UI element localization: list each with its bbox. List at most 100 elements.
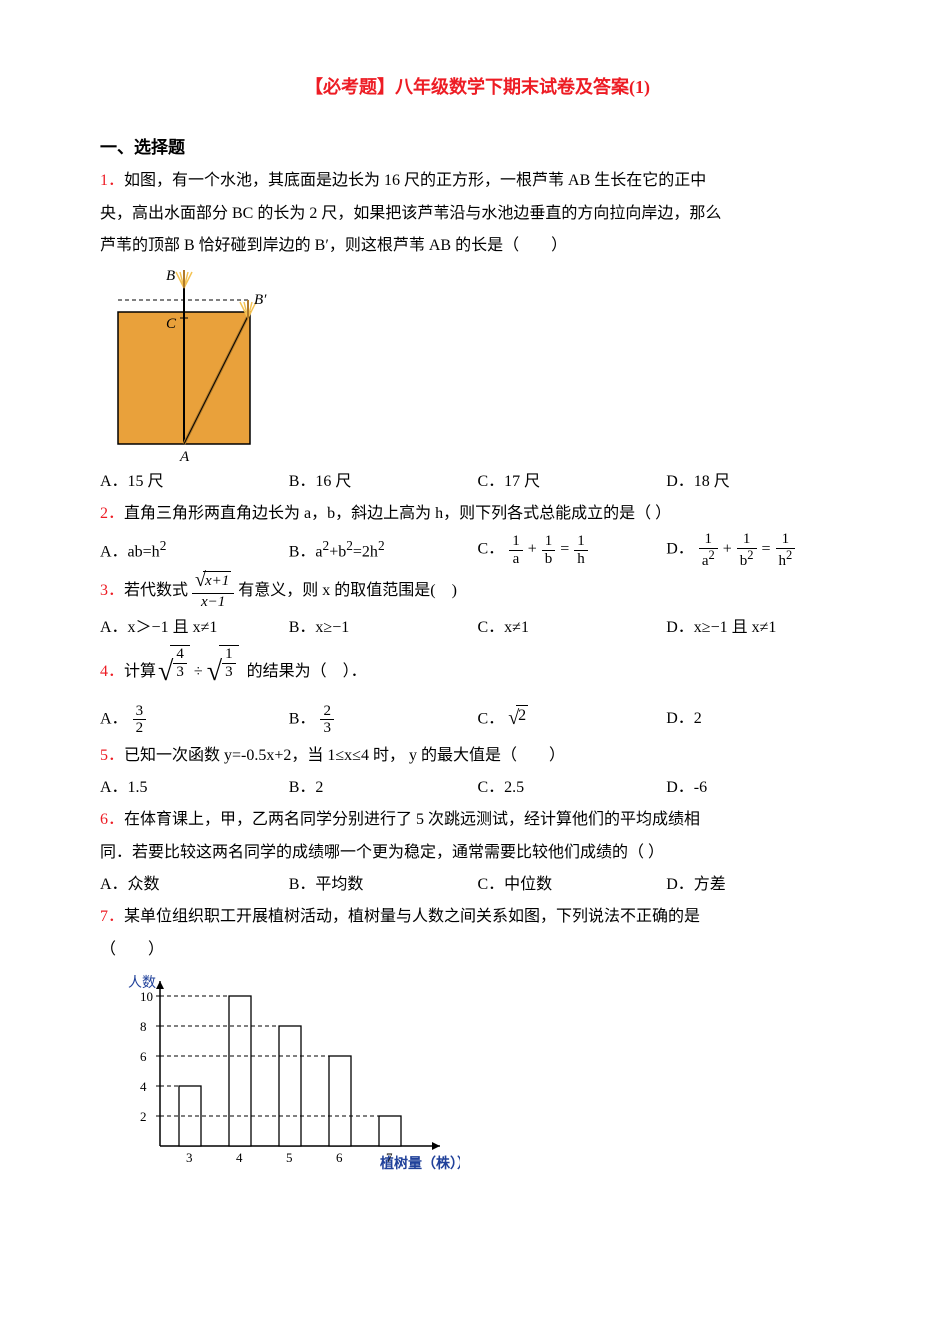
sup2b: 2 bbox=[346, 538, 353, 553]
q2-optA-sup: 2 bbox=[160, 538, 167, 553]
svg-text:4: 4 bbox=[236, 1150, 243, 1165]
sqrt-13: √13 bbox=[207, 645, 239, 698]
q6-options: A．众数 B．平均数 C．中位数 D．方差 bbox=[100, 870, 855, 900]
q1-line3: 芦苇的顶部 B 恰好碰到岸边的 B′，则这根芦苇 AB 的长是（ ） bbox=[100, 231, 855, 261]
q4-optB: B． 23 bbox=[289, 703, 478, 737]
q5-options: A．1.5 B．2 C．2.5 D．-6 bbox=[100, 773, 855, 803]
q7-line1: 7．某单位组织职工开展植树活动，植树量与人数之间关系如图，下列说法不正确的是 bbox=[100, 902, 855, 932]
q2-options: A．ab=h2 B．a2+b2=2h2 C． 1a + 1b = 1h D． 1… bbox=[100, 531, 855, 569]
sqrt-43: √43 bbox=[158, 645, 190, 698]
svg-text:10: 10 bbox=[140, 989, 153, 1004]
sup2c: 2 bbox=[378, 538, 385, 553]
q1-optB: B．16 尺 bbox=[289, 467, 478, 497]
q2-optB-p1: B．a bbox=[289, 543, 323, 560]
frac-1a2: 1a2 bbox=[699, 531, 718, 569]
exam-page: 【必考题】八年级数学下期末试卷及答案(1) 一、选择题 1．如图，有一个水池，其… bbox=[0, 0, 945, 1225]
q4-optD: D．2 bbox=[666, 704, 855, 734]
page-title: 【必考题】八年级数学下期末试卷及答案(1) bbox=[100, 70, 855, 104]
svg-text:C: C bbox=[166, 316, 177, 332]
svg-text:3: 3 bbox=[186, 1150, 193, 1165]
q5-number: 5． bbox=[100, 747, 124, 764]
q7-line2: （ ） bbox=[100, 935, 855, 965]
frac-1a: 1a bbox=[509, 533, 523, 567]
q1-figure: B B′ C A bbox=[100, 268, 855, 463]
q2-optA: A．ab=h2 bbox=[100, 533, 289, 568]
q3-text-post: 有意义，则 x 的取值范围是( ) bbox=[238, 576, 457, 606]
q2-optB: B．a2+b2=2h2 bbox=[289, 533, 478, 568]
q4-div: ÷ bbox=[194, 657, 203, 687]
section-header: 一、选择题 bbox=[100, 132, 855, 164]
eq1: = bbox=[560, 541, 569, 558]
q4-text-pre: 计算 bbox=[124, 657, 156, 687]
plus1: + bbox=[528, 541, 537, 558]
q2-optA-pre: A．ab=h bbox=[100, 543, 160, 560]
svg-text:2: 2 bbox=[140, 1109, 147, 1124]
svg-text:B′: B′ bbox=[254, 292, 267, 308]
q6-number: 6． bbox=[100, 811, 124, 828]
svg-text:6: 6 bbox=[140, 1049, 147, 1064]
q1-line2: 央，高出水面部分 BC 的长为 2 尺，如果把该芦苇沿与水池边垂直的方向拉向岸边… bbox=[100, 199, 855, 229]
q3-frac: √x+1 x−1 bbox=[192, 571, 234, 611]
q2-optD-pre: D． bbox=[666, 541, 694, 558]
frac-1b: 1b bbox=[542, 533, 556, 567]
q2-optB-p2: +b bbox=[329, 543, 346, 560]
q4-optC: C． √2 bbox=[478, 701, 667, 739]
q1-options: A．15 尺 B．16 尺 C．17 尺 D．18 尺 bbox=[100, 467, 855, 497]
q1-optD: D．18 尺 bbox=[666, 467, 855, 497]
q4-text-post: 的结果为（ ）． bbox=[247, 657, 367, 687]
svg-text:A: A bbox=[179, 449, 190, 463]
q5-line: 5．已知一次函数 y=-0.5x+2，当 1≤x≤4 时， y 的最大值是（ ） bbox=[100, 741, 855, 771]
q6-line2: 同．若要比较这两名同学的成绩哪一个更为稳定，通常需要比较他们成绩的（ ） bbox=[100, 838, 855, 868]
q5-text: 已知一次函数 y=-0.5x+2，当 1≤x≤4 时， y 的最大值是（ ） bbox=[124, 747, 565, 764]
q3-optC: C．x≠1 bbox=[478, 613, 667, 643]
q4-number: 4． bbox=[100, 657, 124, 687]
q4-options: A． 32 B． 23 C． √2 D．2 bbox=[100, 701, 855, 739]
q2-number: 2． bbox=[100, 505, 124, 522]
q1-optA: A．15 尺 bbox=[100, 467, 289, 497]
frac-1h: 1h bbox=[574, 533, 588, 567]
q1-text-a: 如图，有一个水池，其底面是边长为 16 尺的正方形，一根芦苇 AB 生长在它的正… bbox=[124, 172, 706, 189]
q7-number: 7． bbox=[100, 908, 124, 925]
q3-text-pre: 若代数式 bbox=[124, 576, 188, 606]
svg-text:5: 5 bbox=[286, 1150, 293, 1165]
q3-number: 3． bbox=[100, 576, 124, 606]
q2-optD: D． 1a2 + 1b2 = 1h2 bbox=[666, 531, 855, 569]
q2-text: 直角三角形两直角边长为 a，b，斜边上高为 h，则下列各式总能成立的是（ ） bbox=[124, 505, 671, 522]
q2-optC-pre: C． bbox=[478, 541, 505, 558]
frac-1h2: 1h2 bbox=[776, 531, 796, 569]
q2-line: 2．直角三角形两直角边长为 a，b，斜边上高为 h，则下列各式总能成立的是（ ） bbox=[100, 499, 855, 529]
q7-chart: 人数植树量（株））24681034567 bbox=[100, 971, 855, 1181]
eq2: = bbox=[762, 541, 771, 558]
q3-optD: D．x≥−1 且 x≠1 bbox=[666, 613, 855, 643]
q6-optB: B．平均数 bbox=[289, 870, 478, 900]
q4-optA: A． 32 bbox=[100, 703, 289, 737]
q6-optA: A．众数 bbox=[100, 870, 289, 900]
q1-line1: 1．如图，有一个水池，其底面是边长为 16 尺的正方形，一根芦苇 AB 生长在它… bbox=[100, 166, 855, 196]
q6-optD: D．方差 bbox=[666, 870, 855, 900]
q5-optD: D．-6 bbox=[666, 773, 855, 803]
q5-optA: A．1.5 bbox=[100, 773, 289, 803]
q3-options: A．x＞−1 且 x≠1 B．x≥−1 C．x≠1 D．x≥−1 且 x≠1 bbox=[100, 613, 855, 643]
svg-text:6: 6 bbox=[336, 1150, 343, 1165]
q2-optC: C． 1a + 1b = 1h bbox=[478, 533, 667, 567]
q6-line1: 6．在体育课上，甲，乙两名同学分别进行了 5 次跳远测试，经计算他们的平均成绩相 bbox=[100, 805, 855, 835]
frac-1b2: 1b2 bbox=[737, 531, 757, 569]
plus2: + bbox=[723, 541, 732, 558]
q6-optC: C．中位数 bbox=[478, 870, 667, 900]
svg-text:8: 8 bbox=[140, 1019, 147, 1034]
q7-text-a: 某单位组织职工开展植树活动，植树量与人数之间关系如图，下列说法不正确的是 bbox=[124, 908, 700, 925]
q3-line: 3． 若代数式 √x+1 x−1 有意义，则 x 的取值范围是( ) bbox=[100, 571, 855, 611]
sqrt-xplus1: √x+1 bbox=[195, 571, 231, 593]
q5-optC: C．2.5 bbox=[478, 773, 667, 803]
q6-text-a: 在体育课上，甲，乙两名同学分别进行了 5 次跳远测试，经计算他们的平均成绩相 bbox=[124, 811, 700, 828]
q3-optB: B．x≥−1 bbox=[289, 613, 478, 643]
q3-optA: A．x＞−1 且 x≠1 bbox=[100, 613, 289, 643]
q5-optB: B．2 bbox=[289, 773, 478, 803]
svg-text:7: 7 bbox=[386, 1150, 393, 1165]
q1-optC: C．17 尺 bbox=[478, 467, 667, 497]
svg-text:B: B bbox=[166, 268, 175, 284]
q2-optB-p3: =2h bbox=[353, 543, 378, 560]
svg-text:4: 4 bbox=[140, 1079, 147, 1094]
q1-number: 1． bbox=[100, 172, 124, 189]
q4-line: 4． 计算 √43 ÷ √13 的结果为（ ）． bbox=[100, 645, 855, 698]
